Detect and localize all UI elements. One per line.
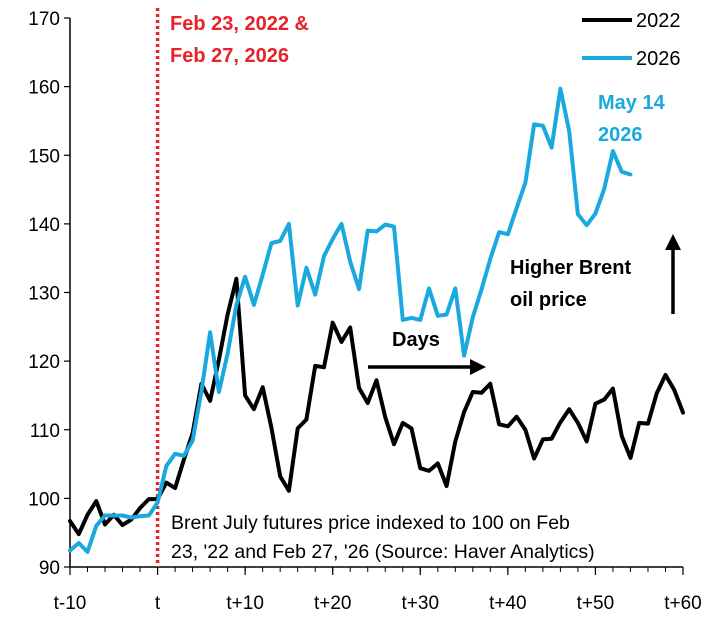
legend: 2022 2026 xyxy=(582,10,681,70)
series-line-2022 xyxy=(68,276,685,537)
series-lines xyxy=(68,86,685,554)
y-tick-label: 160 xyxy=(28,78,60,99)
x-tick-label: t+40 xyxy=(489,593,527,614)
annotation-texts: Feb 23, 2022 & Feb 27, 2026 May 14 2026 High… xyxy=(170,13,666,563)
y-tick-label: 130 xyxy=(28,284,60,305)
y-tick-label: 110 xyxy=(30,421,60,442)
y-tick-label: 120 xyxy=(28,352,60,373)
y-tick-label: 90 xyxy=(39,558,60,579)
x-tick-label: t+10 xyxy=(226,593,264,614)
days-arrow-head xyxy=(470,359,486,375)
y-tick-label: 140 xyxy=(28,215,60,236)
x-tick-label: t+20 xyxy=(314,593,352,614)
x-tick-label: t+50 xyxy=(577,593,615,614)
x-tick-label: t-10 xyxy=(54,593,87,614)
x-tick-label: t xyxy=(155,593,161,614)
legend-label-2022: 2022 xyxy=(636,10,681,32)
event-date-label: Feb 23, 2022 & Feb 27, 2026 xyxy=(170,13,309,67)
series-line-2026 xyxy=(68,86,633,554)
y-axis-ticks: 90 100 110 120 130 140 150 160 170 xyxy=(28,9,70,579)
higher-price-arrow-head xyxy=(665,234,681,250)
latest-date-label: May 14 2026 xyxy=(598,92,666,146)
y-tick-label: 170 xyxy=(28,9,60,30)
legend-label-2026: 2026 xyxy=(636,48,681,70)
x-tick-label: t+30 xyxy=(402,593,440,614)
higher-price-label: Higher Brent oil price xyxy=(510,257,631,311)
x-axis-ticks: t-10 t t+10 t+20 t+30 t+40 t+50 t+60 xyxy=(54,567,702,614)
y-tick-label: 150 xyxy=(28,146,60,167)
y-tick-label: 100 xyxy=(28,489,60,510)
annotation-arrows xyxy=(368,234,681,375)
source-note: Brent July futures price indexed to 100 … xyxy=(171,512,595,563)
days-label: Days xyxy=(392,329,440,351)
x-tick-label: t+60 xyxy=(664,593,702,614)
